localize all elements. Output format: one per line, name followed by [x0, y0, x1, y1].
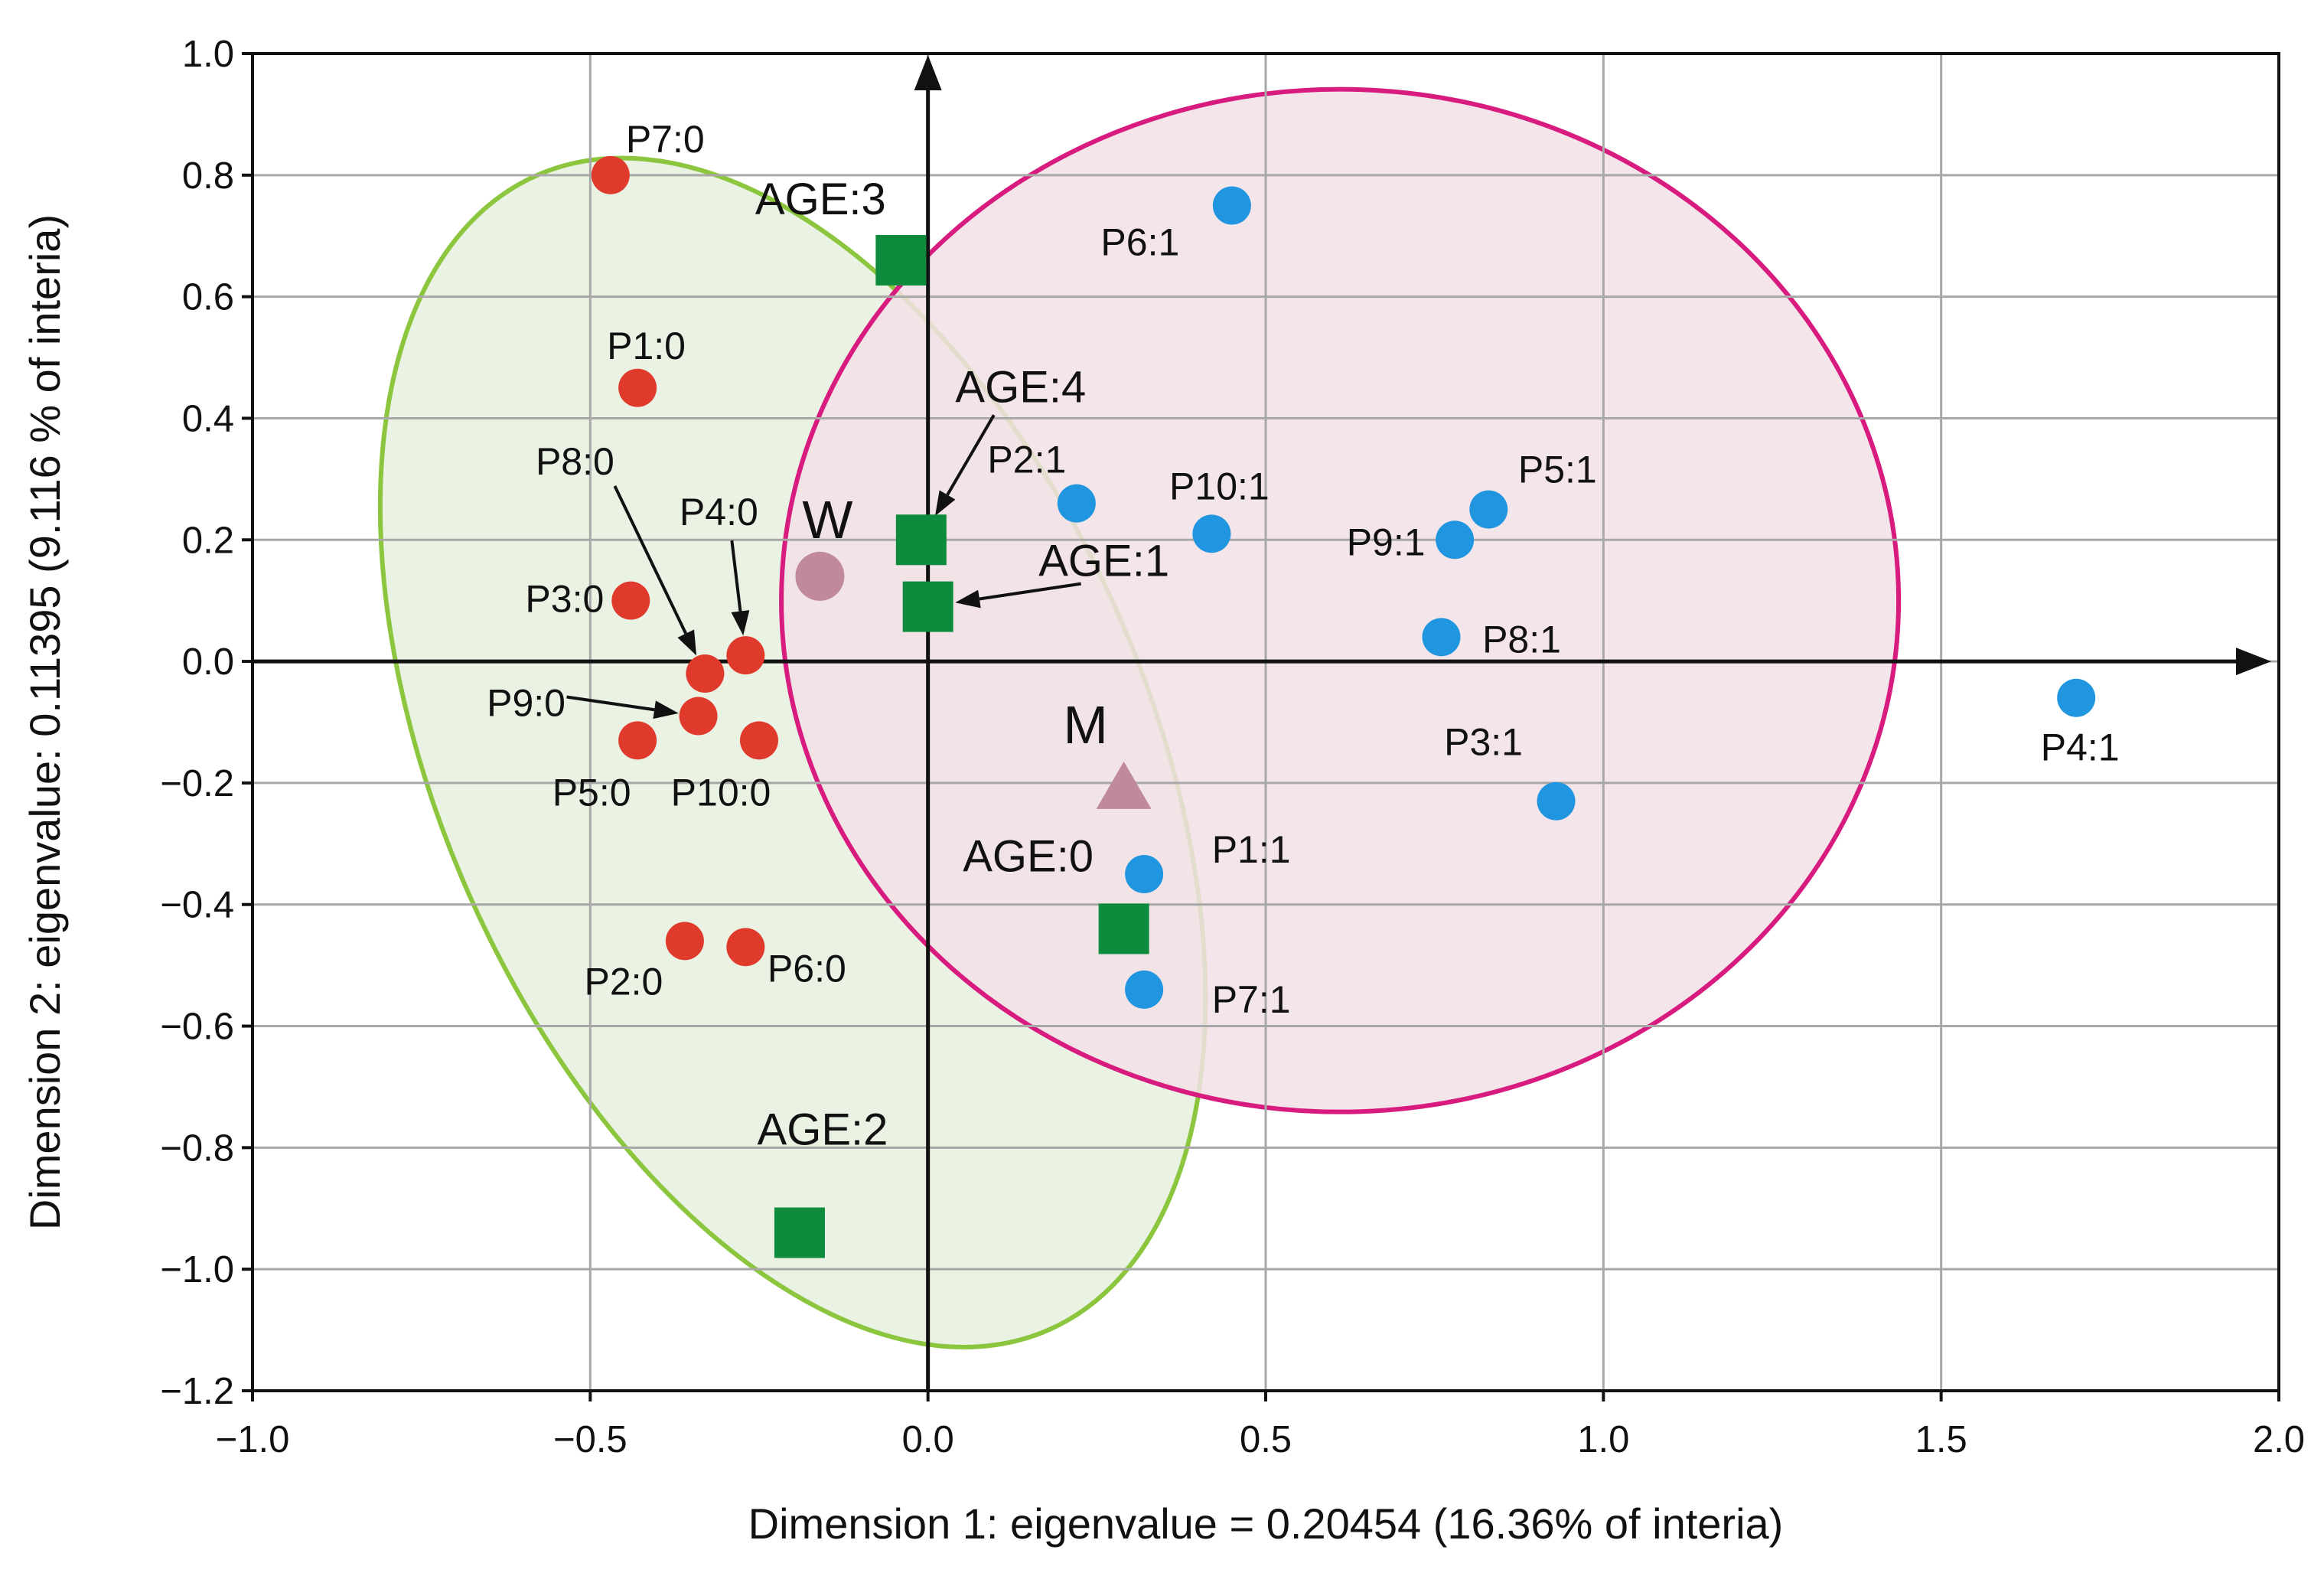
y-axis-arrowhead: [914, 55, 942, 90]
arrow-age-4-line: [946, 414, 996, 496]
point-p6-0: [726, 928, 765, 967]
label-p8-1: P8:1: [1482, 618, 1561, 661]
label-p10-0: P10:0: [671, 771, 771, 814]
y-tick-label: −0.4: [160, 885, 234, 926]
point-layer: [591, 155, 2096, 1258]
arrow-p9-0-line: [566, 695, 655, 712]
label-p8-0: P8:0: [536, 440, 614, 483]
x-axis-arrowhead: [2236, 648, 2271, 676]
arrow-age-1-line: [979, 582, 1081, 601]
arrow-p8-0-head: [677, 629, 697, 656]
label-age-3: AGE:3: [755, 175, 886, 224]
label-p9-1: P9:1: [1347, 520, 1426, 563]
point-age-1: [902, 581, 953, 632]
point-p3-1: [1537, 781, 1576, 821]
label-p6-0: P6:0: [768, 947, 846, 990]
tick-layer: −1.0 −0.5 0.0 0.5 1.0 1.5 2.0 1.0 0.8 0.6 0.4 0.2 0.…: [160, 34, 2305, 1460]
arrow-age-4-head: [934, 490, 956, 517]
men-group-ellipse: [779, 86, 1902, 1114]
point-m: [1096, 761, 1152, 809]
point-p1-1: [1125, 855, 1164, 894]
label-age-0: AGE:0: [963, 831, 1094, 881]
y-tick-label: −1.2: [160, 1371, 234, 1412]
point-p6-1: [1212, 186, 1251, 225]
point-age-3: [875, 234, 927, 286]
annotation-arrows: [566, 414, 1081, 719]
arrow-p8-0-line: [613, 485, 688, 635]
label-layer: P7:0 P1:0 P3:0 P4:0 P8:0 P9:0 P5:0 P10:0 P2:0 P6:…: [487, 118, 2119, 1155]
y-tick-label: 1.0: [182, 34, 234, 75]
y-tick-label: 0.0: [182, 641, 234, 683]
point-p2-1: [1057, 484, 1096, 523]
label-p10-1: P10:1: [1169, 465, 1270, 507]
x-tick-label: −1.0: [216, 1419, 290, 1460]
point-p7-0: [591, 155, 630, 194]
x-tick-label: 1.5: [1915, 1419, 1967, 1460]
y-tick-label: −0.8: [160, 1127, 234, 1169]
label-p3-1: P3:1: [1444, 721, 1523, 764]
label-p2-1: P2:1: [987, 439, 1066, 481]
point-age-4: [895, 514, 947, 566]
y-tick-label: −1.0: [160, 1249, 234, 1290]
label-p4-1: P4:1: [2041, 726, 2120, 769]
point-p7-1: [1125, 970, 1164, 1009]
y-tick-label: 0.2: [182, 520, 234, 561]
x-tick-label: 0.5: [1240, 1419, 1292, 1460]
point-p10-0: [740, 721, 778, 760]
point-p10-1: [1192, 514, 1231, 553]
label-age-2: AGE:2: [758, 1105, 888, 1155]
point-p5-0: [618, 721, 657, 760]
arrow-p9-0-head: [653, 700, 679, 719]
arrow-p4-0-head: [731, 610, 750, 636]
label-p2-0: P2:0: [584, 960, 663, 1003]
point-p2-0: [665, 922, 704, 961]
label-p5-0: P5:0: [552, 771, 631, 814]
point-w: [795, 551, 845, 601]
label-p6-1: P6:1: [1100, 221, 1179, 264]
x-tick-label: 0.0: [902, 1419, 954, 1460]
x-tick-label: 2.0: [2253, 1419, 2305, 1460]
label-p1-1: P1:1: [1212, 828, 1291, 871]
label-m: M: [1063, 695, 1107, 755]
point-p4-1: [2057, 678, 2096, 717]
label-p4-0: P4:0: [680, 491, 758, 533]
point-p9-0: [679, 697, 718, 736]
label-p5-1: P5:1: [1518, 449, 1597, 491]
label-w: W: [802, 490, 852, 550]
label-p7-0: P7:0: [626, 118, 705, 161]
point-p4-0: [726, 636, 765, 675]
label-p7-1: P7:1: [1212, 978, 1291, 1021]
y-axis-title: Dimension 2: eigenvalue: 0.11395 (9.116 …: [21, 214, 69, 1230]
label-age-1: AGE:1: [1038, 537, 1169, 586]
x-tick-label: −0.5: [553, 1419, 627, 1460]
point-p8-0: [686, 654, 725, 693]
x-tick-label: 1.0: [1577, 1419, 1629, 1460]
point-p5-1: [1469, 490, 1508, 529]
point-p9-1: [1436, 520, 1475, 560]
point-p3-0: [611, 581, 650, 620]
point-age-0: [1098, 903, 1149, 954]
label-p1-0: P1:0: [607, 325, 686, 367]
point-age-2: [774, 1207, 825, 1258]
y-tick-label: −0.6: [160, 1007, 234, 1048]
point-p1-0: [618, 368, 657, 407]
label-p3-0: P3:0: [525, 578, 604, 621]
y-tick-label: 0.4: [182, 398, 234, 439]
arrow-p4-0-line: [730, 540, 742, 612]
point-p8-1: [1422, 618, 1461, 657]
region-layer: [377, 86, 1902, 1349]
y-tick-label: 0.6: [182, 277, 234, 318]
label-p9-0: P9:0: [487, 682, 566, 725]
label-age-4: AGE:4: [955, 362, 1086, 412]
arrow-age-1-head: [955, 589, 981, 609]
center-axes: [253, 55, 2271, 1391]
y-tick-label: −0.2: [160, 763, 234, 804]
y-tick-label: 0.8: [182, 155, 234, 197]
x-axis-title: Dimension 1: eigenvalue = 0.20454 (16.36…: [748, 1499, 1784, 1548]
